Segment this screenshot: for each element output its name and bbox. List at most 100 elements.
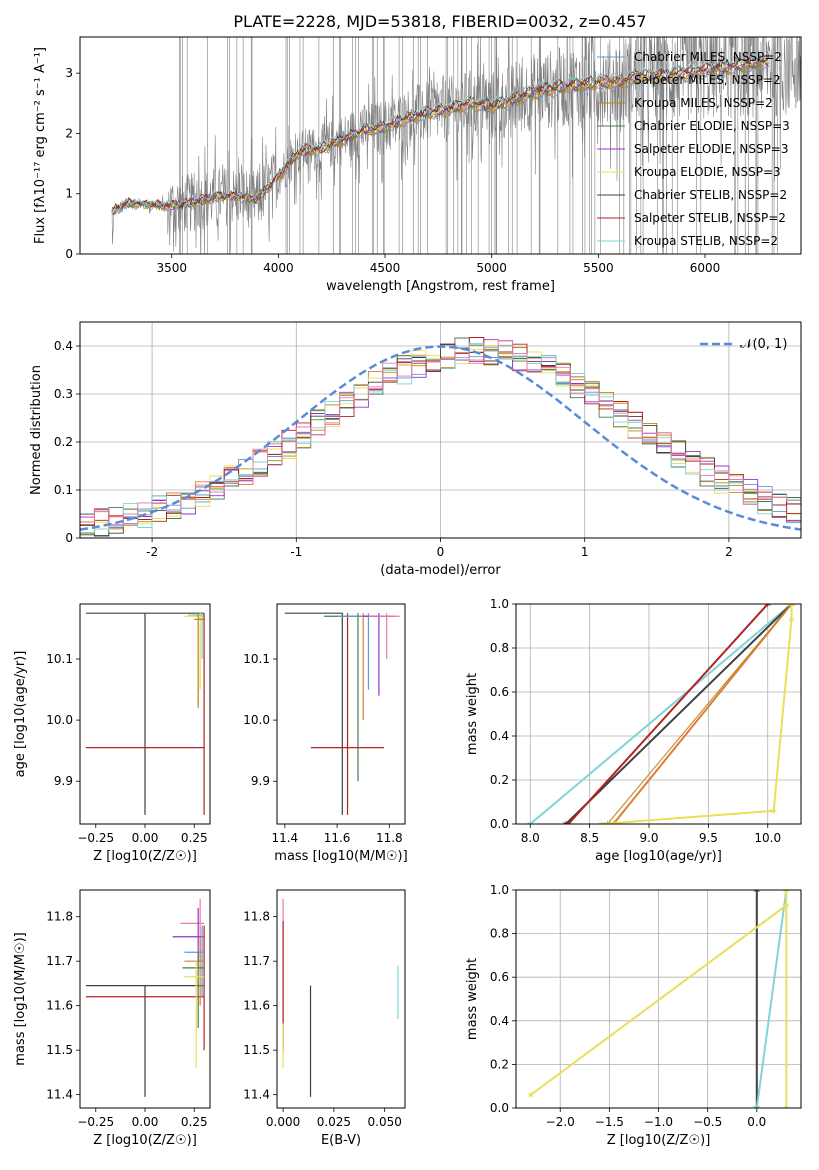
massweight-vs-Z-xtick-label: −0.5 [693, 1115, 722, 1129]
massweight-vs-Z-xtick-label: −1.5 [595, 1115, 624, 1129]
residual-legend-label: 𝒩(0, 1) [740, 337, 787, 352]
gaussian-curve [80, 345, 801, 531]
spectrum-frame [79, 36, 802, 255]
residuals-xtick-label: -2 [146, 545, 158, 559]
massweight-vs-age-xtick-label: 10.0 [754, 831, 781, 845]
massweight-vs-age-xtick-label: 9.0 [639, 831, 658, 845]
mass-vs-Z-xtick-label: −0.25 [77, 1115, 114, 1129]
massweight-vs-age-series-marker: ✶ [526, 818, 535, 831]
massweight-vs-age-series-line [565, 604, 793, 824]
mass-vs-Z-ytick-label: 11.8 [46, 910, 73, 924]
residuals-xtick-label: 1 [581, 545, 589, 559]
massweight-vs-age-xtick-label: 8.5 [580, 831, 599, 845]
mass-vs-ebv-plot-area [282, 898, 399, 1097]
massweight-vs-Z-frame [515, 889, 802, 1109]
spectrum-ytick-label: 2 [65, 126, 73, 140]
age-vs-Z-xtick-label: 0.25 [181, 831, 208, 845]
massweight-vs-age-series-marker: ✶ [564, 818, 573, 831]
mass-vs-Z-ytick-label: 11.7 [46, 954, 73, 968]
mass-vs-Z-ytick-label: 11.4 [46, 1088, 73, 1102]
age-vs-Z-xlabel: Z [log10(Z/Z☉)] [93, 849, 197, 864]
age-vs-mass-xtick-label: 11.4 [271, 831, 298, 845]
mass-vs-ebv-xlabel: E(B-V) [321, 1133, 361, 1148]
massweight-vs-age-series-marker: ✶ [787, 598, 796, 611]
spectrum-legend-label: Salpeter STELIB, NSSP=2 [634, 211, 786, 225]
massweight-vs-Z-ytick-label: 0.8 [490, 927, 509, 941]
massweight-vs-age-series-marker: ✶ [787, 613, 796, 626]
mass-vs-Z-ylabel: mass [log10(M/M☉)] [13, 932, 28, 1065]
mass-vs-ebv-xtick-label: 0.050 [368, 1115, 402, 1129]
residuals-xtick-label: -1 [290, 545, 302, 559]
spectrum-plot-area [111, 37, 801, 254]
spectrum-data-line [111, 37, 801, 254]
spectrum-xtick-label: 5500 [583, 261, 614, 275]
massweight-vs-Z-series-marker: ✶ [526, 1089, 535, 1102]
massweight-vs-age-series-marker: ✶ [603, 818, 612, 831]
spectrum-model-line [111, 56, 769, 211]
age-vs-mass-ytick-label: 10.1 [243, 652, 270, 666]
massweight-vs-Z-series-marker: ✶ [782, 884, 791, 897]
spectrum-model-line [111, 61, 769, 214]
massweight-vs-age-ytick-label: 0.4 [490, 729, 509, 743]
spectrum-xlabel: wavelength [Angstrom, rest frame] [326, 279, 555, 294]
massweight-vs-age-series-line [607, 604, 792, 824]
massweight-vs-Z-ytick-label: 1.0 [490, 883, 509, 897]
massweight-vs-age-ytick-label: 1.0 [490, 597, 509, 611]
massweight-vs-Z-xtick-label: −1.0 [644, 1115, 673, 1129]
residuals-ytick-label: 0.1 [54, 483, 73, 497]
age-vs-Z-frame [79, 603, 211, 825]
age-vs-Z-ytick-label: 10.1 [46, 652, 73, 666]
massweight-vs-age-series-line [529, 604, 793, 824]
massweight-vs-Z-series-marker: ✶ [782, 1102, 791, 1115]
mass-vs-ebv-xtick-label: 0.000 [266, 1115, 300, 1129]
massweight-vs-age-plot-area: ✶✶✶✶✶✶✶✶✶✶✶✶✶✶ [526, 598, 796, 831]
figure-title: PLATE=2228, MJD=53818, FIBERID=0032, z=0… [233, 12, 647, 31]
spectrum-legend-label: Salpeter ELODIE, NSSP=3 [634, 142, 789, 156]
residuals-ytick-label: 0.4 [54, 339, 73, 353]
residuals-ytick-label: 0 [65, 531, 73, 545]
mass-vs-Z-xlabel: Z [log10(Z/Z☉)] [93, 1133, 197, 1148]
age-vs-mass-xtick-label: 11.6 [324, 831, 351, 845]
age-vs-mass-ytick-label: 10.0 [243, 713, 270, 727]
age-vs-mass-xtick-label: 11.8 [376, 831, 403, 845]
massweight-vs-Z-series-marker: ✶ [782, 899, 791, 912]
residual-hist-line [80, 342, 801, 533]
massweight-vs-Z-plot-area: ✶✶✶✶✶✶✶✶ [526, 884, 791, 1115]
age-vs-Z-xtick-label: −0.25 [77, 831, 114, 845]
mass-vs-ebv-ytick-label: 11.7 [243, 954, 270, 968]
residuals-frame [79, 321, 802, 539]
spectrum-ytick-label: 3 [65, 66, 73, 80]
massweight-vs-Z-xlabel: Z [log10(Z/Z☉)] [607, 1133, 711, 1148]
residuals-xtick-label: 2 [725, 545, 733, 559]
massweight-vs-Z-series-marker: ✶ [752, 1102, 761, 1115]
massweight-vs-age-xlabel: age [log10(age/yr)] [595, 849, 722, 864]
massweight-vs-age-ytick-label: 0.2 [490, 773, 509, 787]
mass-vs-ebv-frame [276, 889, 406, 1109]
massweight-vs-age-ylabel: mass weight [465, 673, 480, 755]
age-vs-Z-ytick-label: 9.9 [54, 774, 73, 788]
spectrum-ylabel: Flux [fλ10⁻¹⁷ erg cm⁻² s⁻¹ A⁻¹] [33, 47, 48, 244]
residuals-ytick-label: 0.3 [54, 387, 73, 401]
spectrum-ytick-label: 0 [65, 247, 73, 261]
massweight-vs-age-xtick-label: 8.0 [521, 831, 540, 845]
residuals-ylabel: Normed distribution [29, 365, 44, 495]
age-vs-Z-xtick-label: 0.00 [132, 831, 159, 845]
massweight-vs-Z-ytick-label: 0.4 [490, 1014, 509, 1028]
massweight-vs-Z-series-marker: ✶ [752, 884, 761, 897]
age-vs-mass-xlabel: mass [log10(M/M☉)] [274, 849, 407, 864]
massweight-vs-Z-series-line [755, 890, 788, 1108]
spectrum-legend-label: Chabrier ELODIE, NSSP=3 [634, 119, 790, 133]
massweight-vs-age-series-line [567, 604, 769, 824]
residuals-ytick-label: 0.2 [54, 435, 73, 449]
spectrum-legend-label: Chabrier MILES, NSSP=2 [634, 50, 782, 64]
mass-vs-Z-plot-area [85, 898, 205, 1097]
massweight-vs-age-series-marker: ✶ [769, 805, 778, 818]
massweight-vs-age-series-line [612, 604, 793, 824]
residuals-xlabel: (data-model)/error [380, 563, 501, 578]
age-vs-Z-ytick-label: 10.0 [46, 713, 73, 727]
spectrum-xtick-label: 3500 [156, 261, 187, 275]
mass-vs-Z-ytick-label: 11.6 [46, 999, 73, 1013]
age-vs-Z-plot-area [85, 612, 205, 815]
residuals-plot-area [80, 337, 801, 537]
